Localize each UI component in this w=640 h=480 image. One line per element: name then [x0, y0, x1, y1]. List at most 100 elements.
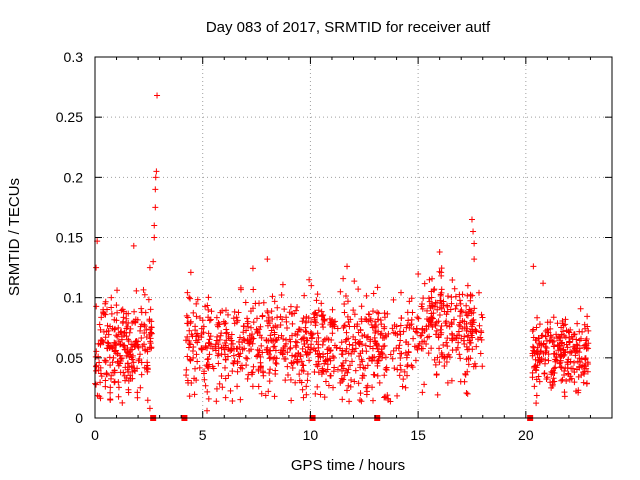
data-point [287, 376, 294, 383]
data-point [573, 336, 580, 343]
data-point [321, 317, 328, 324]
data-point [284, 363, 291, 370]
data-point [267, 332, 274, 339]
data-point [405, 317, 412, 324]
data-point [108, 294, 115, 301]
data-point [529, 374, 536, 381]
data-point [187, 269, 194, 276]
data-point [246, 347, 253, 354]
data-point [479, 314, 486, 321]
data-point [278, 332, 285, 339]
data-point [378, 330, 385, 337]
data-point [428, 294, 435, 301]
data-point [222, 364, 229, 371]
data-point [441, 308, 448, 315]
data-point [153, 168, 160, 175]
data-point [236, 338, 243, 345]
data-point [343, 387, 350, 394]
data-point [93, 381, 100, 388]
data-point [425, 295, 432, 302]
data-point [563, 327, 570, 334]
data-point [145, 296, 152, 303]
data-point [421, 280, 428, 287]
data-point [268, 308, 275, 315]
data-point [548, 334, 555, 341]
data-point [234, 317, 241, 324]
data-point [440, 342, 447, 349]
data-point [339, 362, 346, 369]
data-point [459, 291, 466, 298]
data-point [438, 289, 445, 296]
data-point [109, 344, 116, 351]
data-point [539, 332, 546, 339]
data-point [425, 322, 432, 329]
data-point [447, 306, 454, 313]
data-point [343, 345, 350, 352]
data-point [227, 387, 234, 394]
data-point [258, 342, 265, 349]
data-point [310, 311, 317, 318]
data-point [374, 345, 381, 352]
data-point [141, 341, 148, 348]
data-point [280, 347, 287, 354]
data-point [540, 340, 547, 347]
data-point [327, 372, 334, 379]
data-point [405, 349, 412, 356]
data-point [543, 345, 550, 352]
data-point [419, 329, 426, 336]
data-point [438, 305, 445, 312]
data-point [410, 325, 417, 332]
data-point [131, 341, 138, 348]
data-point [547, 332, 554, 339]
data-point [584, 313, 591, 320]
data-point [428, 288, 435, 295]
data-point [206, 351, 213, 358]
data-point [580, 362, 587, 369]
data-point [147, 340, 154, 347]
data-point [299, 386, 306, 393]
data-point [144, 359, 151, 366]
data-point [578, 356, 585, 363]
data-point [138, 359, 145, 366]
data-point [97, 326, 104, 333]
data-point [128, 341, 135, 348]
data-point [244, 375, 251, 382]
data-point [408, 362, 415, 369]
data-point [96, 321, 103, 328]
data-point [218, 372, 225, 379]
data-point [95, 353, 102, 360]
data-point [225, 333, 232, 340]
data-point [412, 357, 419, 364]
data-point [414, 314, 421, 321]
data-point [231, 308, 238, 315]
data-point [103, 370, 110, 377]
data-point [471, 360, 478, 367]
data-point [144, 365, 151, 372]
data-point [542, 328, 549, 335]
data-point [322, 378, 329, 385]
data-point [544, 374, 551, 381]
data-point [125, 310, 132, 317]
data-point [192, 365, 199, 372]
data-point [130, 359, 137, 366]
data-point [204, 407, 211, 414]
data-point [253, 326, 260, 333]
data-point [234, 368, 241, 375]
data-point [134, 389, 141, 396]
data-point [436, 345, 443, 352]
data-point [304, 377, 311, 384]
data-point [98, 314, 105, 321]
data-point [270, 343, 277, 350]
data-point [225, 311, 232, 318]
data-point [300, 394, 307, 401]
data-point [478, 327, 485, 334]
data-point [259, 349, 266, 356]
data-point [557, 345, 564, 352]
data-point [325, 382, 332, 389]
data-point [269, 316, 276, 323]
data-point [289, 320, 296, 327]
data-point [146, 344, 153, 351]
data-point [381, 325, 388, 332]
data-point [463, 302, 470, 309]
data-point [449, 277, 456, 284]
